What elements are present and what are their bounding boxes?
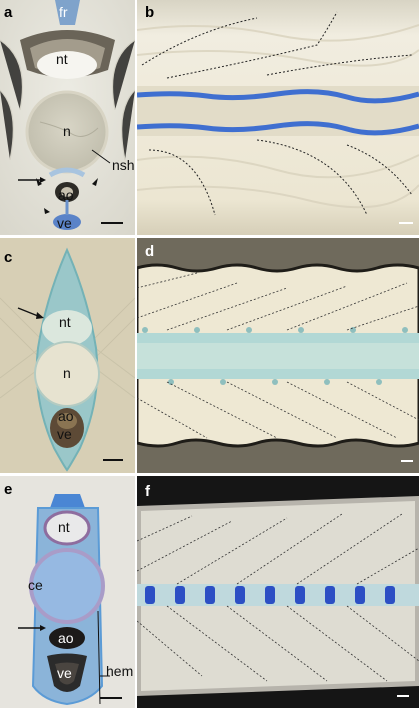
- panel-e-image: [0, 476, 135, 708]
- panel-d: d: [137, 238, 419, 473]
- label-nsh: nsh: [112, 157, 135, 173]
- scale-bar: [101, 222, 123, 224]
- label-ve: ve: [57, 426, 72, 442]
- panel-c-letter: c: [4, 249, 13, 266]
- panel-a-image: [0, 0, 135, 235]
- panel-f-image: [137, 476, 419, 708]
- panel-d-image: [137, 238, 419, 473]
- scale-bar: [100, 697, 122, 699]
- panel-a-letter: a: [4, 4, 13, 21]
- label-nt: nt: [59, 314, 71, 330]
- panel-c: c nt n ao ve: [0, 238, 135, 473]
- panel-c-image: [0, 238, 135, 473]
- scale-bar: [103, 459, 123, 461]
- label-ve: ve: [57, 665, 72, 681]
- label-ve: ve: [57, 215, 72, 231]
- label-fr: fr: [59, 4, 68, 20]
- panel-e: e nt ce ao ve hem: [0, 476, 135, 708]
- panel-f-letter: f: [145, 483, 150, 500]
- label-ao: ao: [58, 630, 74, 646]
- panel-b: b: [137, 0, 419, 235]
- label-n: n: [63, 365, 71, 381]
- label-hem: hem: [106, 663, 134, 679]
- panel-e-letter: e: [4, 481, 13, 498]
- scale-bar: [397, 695, 409, 697]
- scale-bar: [399, 222, 413, 224]
- label-ce: ce: [28, 577, 43, 593]
- label-ao: ao: [58, 408, 74, 424]
- label-n: n: [63, 123, 71, 139]
- label-ao: ao: [58, 187, 74, 203]
- panel-a: a fr nt n nsh ao ve: [0, 0, 135, 235]
- panel-f: f: [137, 476, 419, 708]
- scale-bar: [401, 460, 413, 462]
- label-nt: nt: [58, 519, 70, 535]
- panel-d-letter: d: [145, 243, 155, 260]
- panel-b-letter: b: [145, 4, 155, 21]
- panel-b-image: [137, 0, 419, 235]
- label-nt: nt: [56, 51, 68, 67]
